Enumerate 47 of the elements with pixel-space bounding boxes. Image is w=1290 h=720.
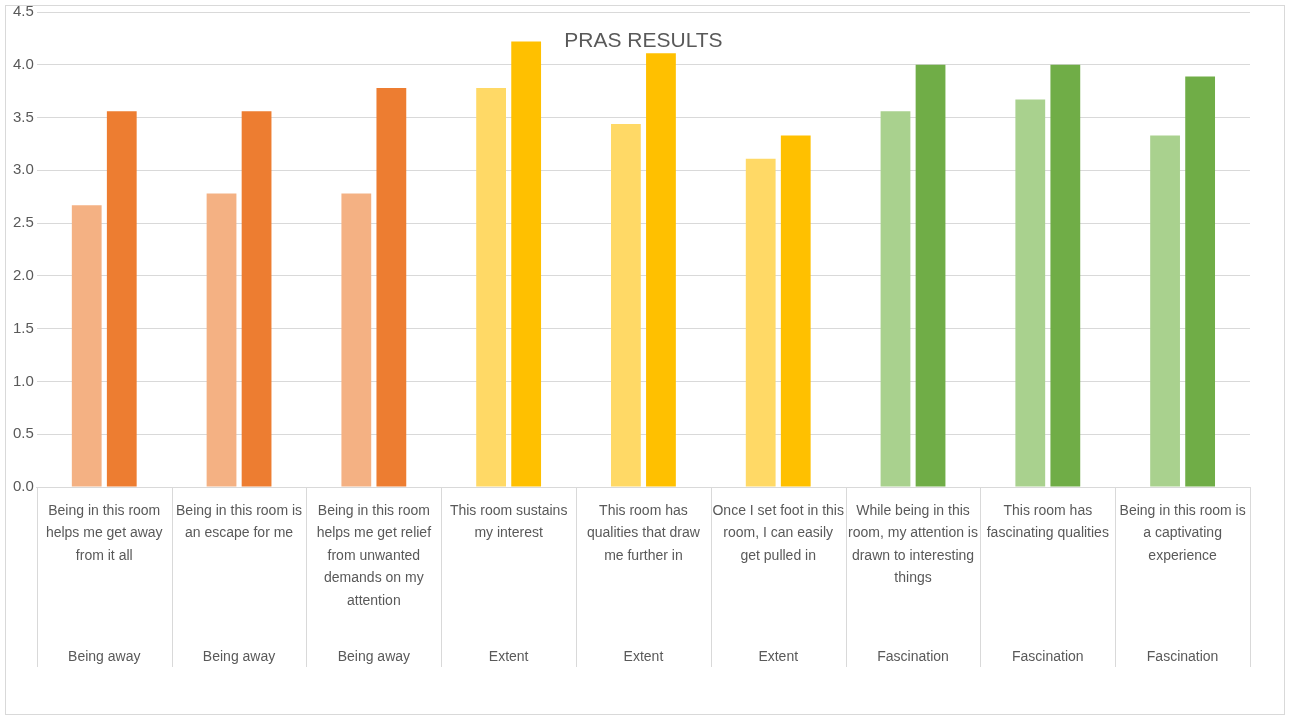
bar: [1050, 64, 1081, 487]
y-tick-label: 3.5: [12, 107, 34, 125]
bar: [1150, 135, 1180, 487]
text: Extent: [488, 647, 529, 664]
x-tick-label: This room sustains my interest: [449, 501, 568, 541]
y-tick-label: 1.0: [12, 371, 34, 389]
y-tick-label: 2.5: [12, 213, 34, 231]
bar: [241, 111, 272, 487]
text: Fascination: [877, 647, 949, 664]
bar: [915, 64, 946, 487]
x-tick-label: This room has fascinating qualities: [986, 501, 1109, 541]
text: Extent: [623, 647, 664, 664]
bar: [611, 123, 641, 487]
x-tick-label: Being in this room helps me get relief from unwanted demands on my attention: [316, 501, 432, 608]
bar: [71, 205, 102, 487]
x-tick-label: Once I set foot in this room, I can easily get pulled in: [712, 501, 844, 563]
bar: [511, 41, 542, 487]
x-tick-label: While being in this room, my attention is drawn to interesting things: [848, 501, 978, 586]
text: PRAS RESULTS: [564, 27, 723, 51]
text: Fascination: [1146, 647, 1219, 664]
bar: [476, 88, 506, 487]
y-tick-label: 0.0: [12, 477, 34, 495]
x-tick-label: Being in this room helps me get away from it all: [45, 501, 163, 563]
x-tick-label: Being in this room is a captivating experience: [1119, 501, 1246, 563]
text: Being away: [68, 647, 141, 664]
bar: [646, 53, 676, 487]
y-tick-label: 4.5: [12, 2, 34, 20]
text: Fascination: [1012, 647, 1084, 664]
text: Extent: [758, 647, 799, 664]
x-tick-label: Being in this room is an escape for me: [176, 501, 303, 541]
bar: [206, 193, 237, 487]
bar: [880, 111, 911, 487]
bar: [1015, 99, 1046, 487]
y-tick-label: 0.5: [12, 424, 34, 442]
y-tick-label: 4.0: [12, 54, 34, 72]
bar: [341, 193, 372, 487]
text: Being away: [337, 647, 411, 664]
bar: [106, 111, 137, 487]
bar: [780, 135, 811, 487]
y-tick-label: 3.0: [12, 160, 34, 178]
x-tick-label: This room has qualities that draw me further in: [587, 501, 701, 563]
text: Being away: [202, 647, 276, 664]
y-tick-label: 1.5: [12, 318, 34, 336]
bar: [376, 88, 407, 487]
y-tick-label: 2.0: [12, 266, 34, 284]
bar: [1185, 76, 1216, 487]
bar: [745, 158, 776, 487]
